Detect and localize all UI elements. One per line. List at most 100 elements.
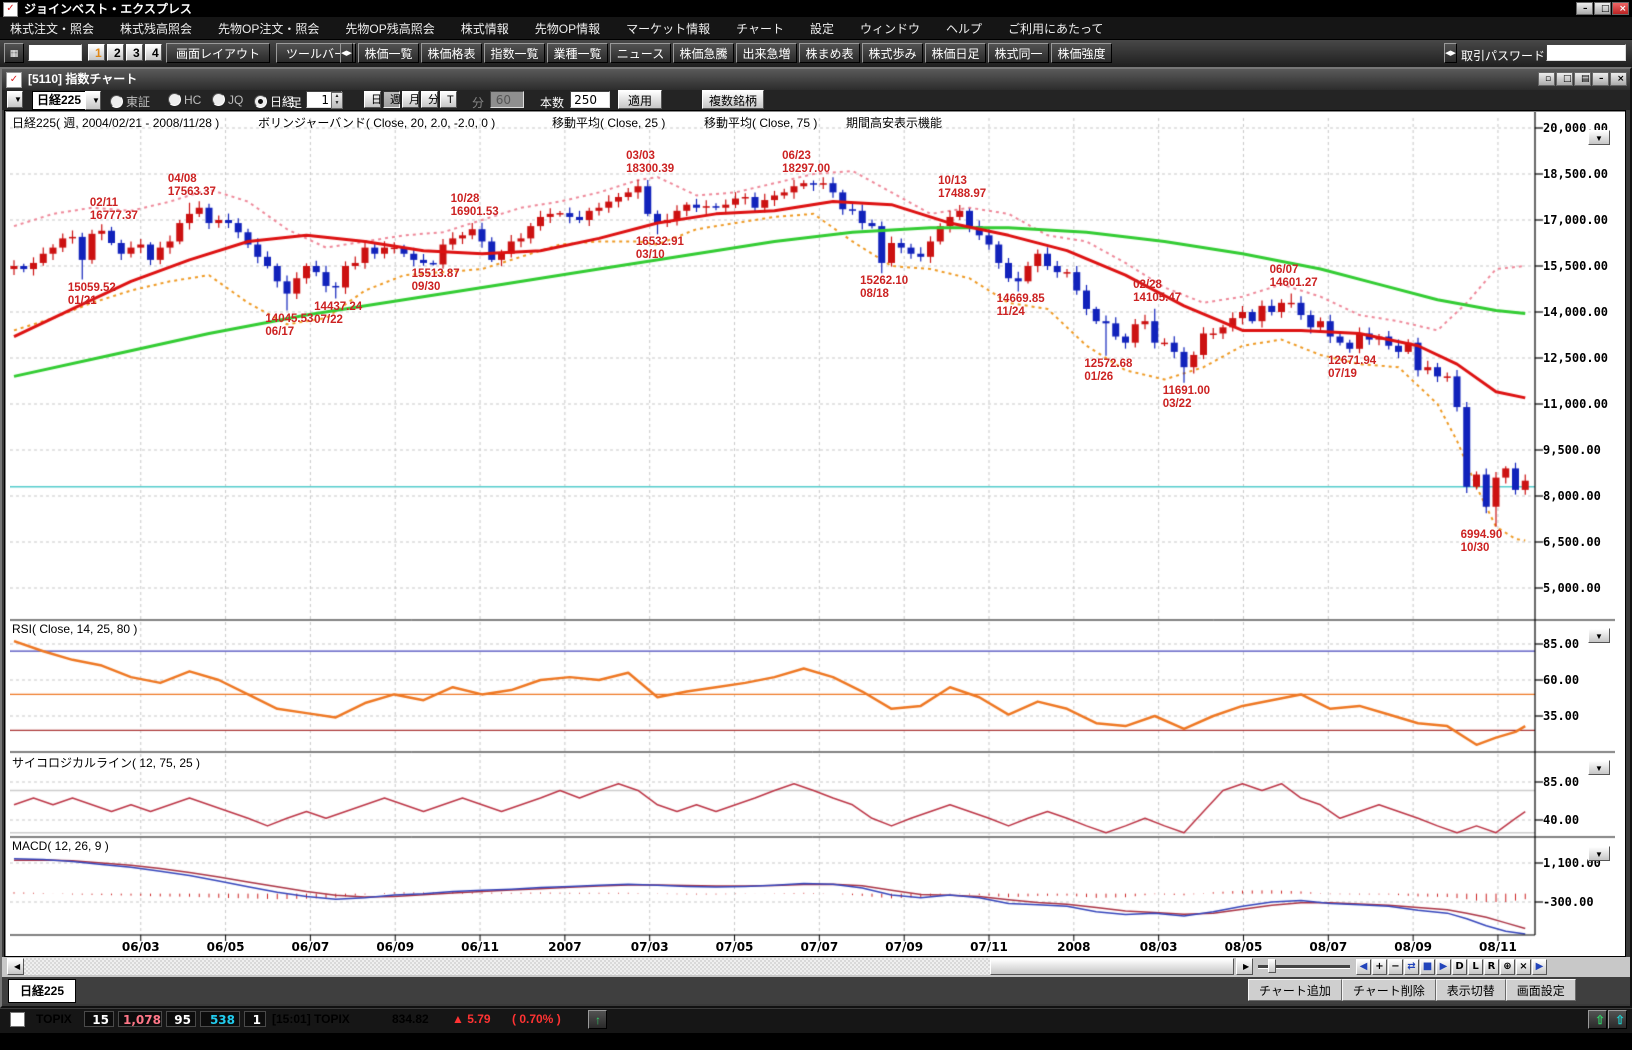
radio-東証[interactable]: 東証 — [110, 93, 150, 109]
chevron-down-icon[interactable]: ▼ — [85, 91, 101, 110]
chart-annotation: 10/13 17488.97 — [938, 175, 987, 200]
legend-bollinger: ボリンジャーバンド( Close, 20, 2.0, -2.0, 0 ) — [258, 116, 496, 130]
scrollbar-thumb[interactable] — [990, 958, 1234, 975]
scroll-left-icon[interactable]: ◀ — [7, 958, 24, 975]
l-mode-icon[interactable]: L — [1468, 959, 1483, 975]
chart-window-control-icon[interactable]: □ — [1556, 72, 1573, 86]
menu-item[interactable]: 株式残高照会 — [120, 21, 193, 36]
footer-button[interactable]: チャート削除 — [1341, 979, 1436, 1001]
menu-item[interactable]: 設定 — [809, 21, 834, 36]
scroll-right-icon[interactable]: ▶ — [1236, 958, 1253, 975]
play-icon[interactable]: ▶ — [1436, 959, 1451, 975]
maximize-button[interactable]: □ — [1594, 2, 1611, 15]
menu-item[interactable]: ヘルプ — [946, 21, 983, 36]
radio-日経[interactable]: 日経 — [254, 93, 294, 109]
toolbar-button[interactable]: ニュース — [610, 43, 671, 63]
toolbar-button[interactable]: 株価一覧 — [358, 43, 419, 63]
menu-item[interactable]: チャート — [736, 21, 784, 36]
menu-item[interactable]: 株式情報 — [460, 21, 509, 36]
step-first-icon[interactable]: ◀ — [1356, 959, 1371, 975]
status-time-label: [15:01] TOPIX — [272, 1012, 350, 1026]
collapse-arrows-icon[interactable]: ◀▶ — [340, 43, 353, 63]
status-field: 15 — [84, 1011, 114, 1027]
chart-window-control-icon[interactable]: – — [1592, 72, 1609, 86]
toolbar-button[interactable]: 株まめ表 — [799, 43, 860, 63]
chart-annotation: 16532.91 03/10 — [635, 236, 684, 262]
panel-dropdown-icon[interactable]: ▼ — [1588, 846, 1610, 861]
r-mode-icon[interactable]: R — [1484, 959, 1499, 975]
collapse-arrows-icon[interactable]: ◀▶ — [1444, 43, 1457, 63]
step-last-icon[interactable]: ▶ — [1532, 959, 1547, 975]
chart-window-control-icon[interactable]: ▤ — [1574, 72, 1591, 86]
toolbar-button[interactable]: 株式歩み — [862, 43, 923, 63]
tab-nikkei225[interactable]: 日経225 — [8, 979, 76, 1003]
status-checkbox[interactable] — [10, 1012, 25, 1027]
d-mode-icon[interactable]: D — [1452, 959, 1467, 975]
toolbar-button[interactable]: 出来急増 — [736, 43, 797, 63]
status-field: 1 — [244, 1011, 266, 1027]
quick-code-input[interactable] — [28, 44, 82, 61]
page-button-4[interactable]: 4 — [145, 44, 162, 61]
radio-JQ[interactable]: JQ — [212, 93, 243, 107]
apply-button[interactable]: 適用 — [618, 90, 662, 109]
toolbar-button[interactable]: 株価格表 — [421, 43, 482, 63]
count-input[interactable] — [570, 91, 610, 108]
spinner-icon[interactable]: ▲▼ — [331, 92, 343, 109]
menu-item[interactable]: 株式注文・照会 — [10, 21, 95, 36]
panel-up-icon[interactable]: ⇧ — [1588, 1010, 1607, 1029]
footer-button[interactable]: チャート追加 — [1248, 979, 1342, 1001]
toolbar-button[interactable]: 株価急騰 — [673, 43, 734, 63]
menu-item[interactable]: マーケット情報 — [626, 21, 711, 36]
chart-canvas[interactable] — [10, 112, 1615, 957]
zoom-slider-track[interactable] — [1258, 965, 1350, 969]
panel-dropdown-icon[interactable]: ▼ — [1588, 760, 1610, 775]
menu-item[interactable]: ご利用にあたって — [1008, 21, 1104, 36]
close-button[interactable]: × — [1612, 2, 1629, 15]
magnify-icon[interactable]: ⊕ — [1500, 959, 1515, 975]
toolbar-button[interactable]: 指数一覧 — [484, 43, 545, 63]
toolbar-button[interactable]: 株価強度 — [1051, 43, 1112, 63]
toolbar-button[interactable]: 株式同一 — [988, 43, 1049, 63]
axis-tick-label: 9,500.00 — [1543, 443, 1601, 457]
panel-down-icon[interactable]: ⇧ — [1608, 1010, 1627, 1029]
menu-item[interactable]: 先物OP情報 — [534, 21, 601, 36]
pan-icon[interactable]: ⇄ — [1404, 959, 1419, 975]
toolbar-button[interactable]: 業種一覧 — [547, 43, 608, 63]
period-button-分[interactable]: 分 — [421, 91, 439, 108]
password-input[interactable] — [1546, 44, 1626, 61]
period-button-T[interactable]: T — [440, 91, 457, 108]
period-button-週[interactable]: 週 — [383, 91, 401, 108]
zoom-in-icon[interactable]: + — [1372, 959, 1387, 975]
period-button-日[interactable]: 日 — [364, 91, 382, 108]
zoom-slider-thumb[interactable] — [1268, 959, 1276, 973]
page-button-2[interactable]: 2 — [107, 44, 124, 61]
symbol-dropdown-icon[interactable]: ▼ — [7, 91, 23, 108]
minimize-button[interactable]: – — [1576, 2, 1593, 15]
panel-dropdown-icon[interactable]: ▼ — [1588, 628, 1610, 643]
panel-dropdown-icon[interactable]: ▼ — [1588, 130, 1610, 145]
page-button-3[interactable]: 3 — [126, 44, 143, 61]
symbol-select[interactable]: 日経225 — [32, 91, 86, 110]
toolbar-button[interactable]: 株価日足 — [925, 43, 986, 63]
chart-window-control-icon[interactable]: ▫ — [1538, 72, 1555, 86]
menu-item[interactable]: ウィンドウ — [860, 21, 921, 36]
radio-HC[interactable]: HC — [168, 93, 201, 107]
footer-button[interactable]: 表示切替 — [1435, 979, 1506, 1001]
stop-icon[interactable]: ■ — [1420, 959, 1435, 975]
status-up-icon[interactable]: ↑ — [588, 1010, 607, 1029]
scrollbar-track[interactable] — [24, 958, 990, 975]
layout-grid-icon[interactable]: ▦ — [4, 43, 24, 63]
x-axis-label: 07/03 — [630, 940, 669, 954]
zoom-out-icon[interactable]: − — [1388, 959, 1403, 975]
chart-window-control-icon[interactable]: × — [1610, 72, 1627, 86]
axis-tick-label: 40.00 — [1543, 813, 1580, 827]
menu-item[interactable]: 先物OP残高照会 — [345, 21, 435, 36]
menu-item[interactable]: 先物OP注文・照会 — [218, 21, 320, 36]
page-button-1[interactable]: 1 — [88, 44, 105, 61]
multi-symbol-button[interactable]: 複数銘柄 — [702, 90, 764, 109]
screen-layout-button[interactable]: 画面レイアウト ▼ — [166, 43, 270, 75]
footer-button[interactable]: 画面設定 — [1505, 979, 1576, 1001]
period-button-月[interactable]: 月 — [402, 91, 420, 108]
menubar: 株式注文・照会 株式残高照会 先物OP注文・照会 先物OP残高照会 株式情報 先物OP情報… — [0, 17, 1632, 40]
close-tool-icon[interactable]: × — [1516, 959, 1531, 975]
